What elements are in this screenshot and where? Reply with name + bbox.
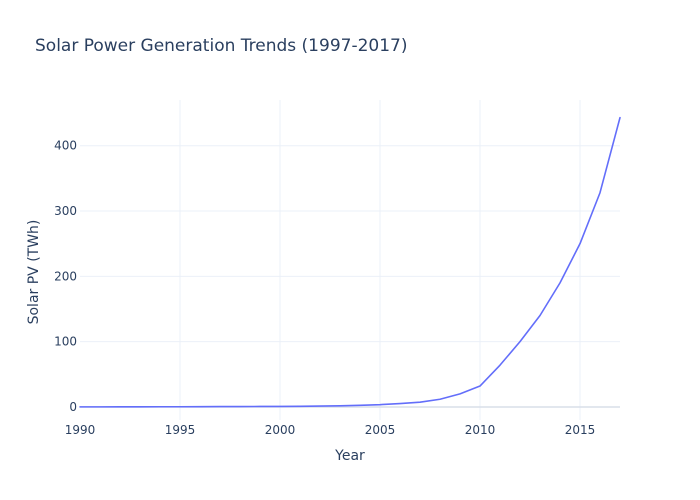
y-tick-label: 200 bbox=[54, 269, 77, 283]
tick-layer: 1990 1995 2000 2005 2010 2015 0 100 200 300 400 bbox=[54, 139, 595, 437]
y-tick-label: 300 bbox=[54, 204, 77, 218]
x-tick-label: 2010 bbox=[465, 423, 496, 437]
y-tick-label: 400 bbox=[54, 139, 77, 153]
chart-title: Solar Power Generation Trends (1997-2017… bbox=[35, 36, 407, 56]
x-tick-label: 1990 bbox=[65, 423, 96, 437]
x-tick-label: 1995 bbox=[165, 423, 196, 437]
x-tick-label: 2005 bbox=[365, 423, 396, 437]
y-tick-label: 0 bbox=[69, 400, 77, 414]
y-tick-label: 100 bbox=[54, 335, 77, 349]
solar-pv-series-line bbox=[79, 116, 621, 408]
y-axis-title: Solar PV (TWh) bbox=[26, 220, 42, 325]
x-axis-title: Year bbox=[334, 448, 365, 464]
x-tick-label: 2015 bbox=[565, 423, 596, 437]
x-tick-label: 2000 bbox=[265, 423, 296, 437]
series-layer bbox=[79, 116, 621, 408]
grid-layer bbox=[80, 100, 620, 420]
